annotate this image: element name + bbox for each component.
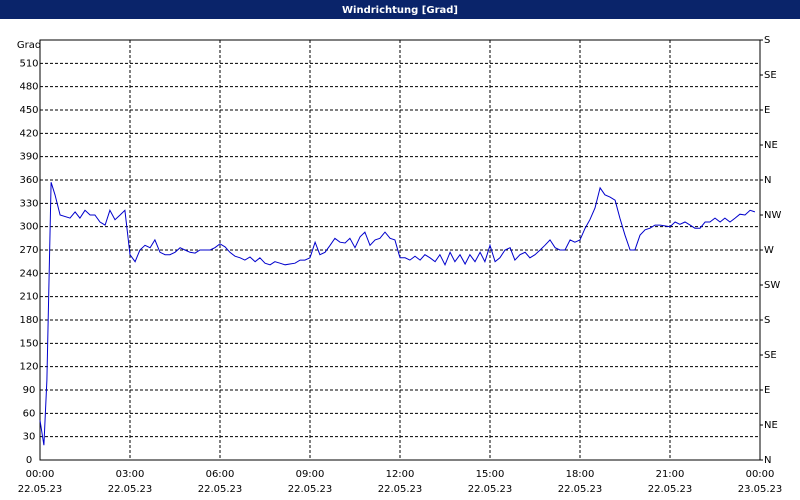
y2-tick-label: S: [764, 315, 770, 326]
y2-tick-label: NE: [764, 140, 778, 151]
y-axis-label: Grad: [17, 40, 41, 51]
y-tick-label: 210: [19, 292, 38, 303]
y-tick-label: 450: [19, 105, 38, 116]
y2-tick-label: NE: [764, 420, 778, 431]
y-tick-label: 150: [19, 338, 38, 349]
plot-frame: [39, 39, 761, 461]
y-tick-label: 0: [26, 455, 32, 466]
x-tick-date: 22.05.23: [108, 484, 153, 495]
y-tick-label: 360: [19, 175, 38, 186]
y-tick-label: 480: [19, 82, 38, 93]
y-tick-label: 90: [23, 385, 36, 396]
x-tick-date: 22.05.23: [648, 484, 693, 495]
x-tick-label: 15:00: [476, 469, 505, 480]
y2-tick-label: NW: [764, 210, 781, 221]
y2-tick-label: W: [764, 245, 774, 256]
y2-tick-label: E: [764, 385, 770, 396]
y-tick-label: 330: [19, 198, 38, 209]
y2-tick-label: S: [764, 35, 770, 46]
y2-tick-label: SE: [764, 350, 777, 361]
x-tick-date: 22.05.23: [18, 484, 63, 495]
x-tick-label: 12:00: [386, 469, 415, 480]
y2-tick-label: SW: [764, 280, 780, 291]
x-tick-label: 06:00: [206, 469, 235, 480]
y-tick-label: 180: [19, 315, 38, 326]
y2-tick-label: N: [764, 175, 771, 186]
y-tick-label: 120: [19, 362, 38, 373]
y-tick-label: 390: [19, 152, 38, 163]
y-tick-label: 420: [19, 128, 38, 139]
y2-tick-label: SE: [764, 70, 777, 81]
title-bar: [0, 0, 800, 19]
y2-tick-label: N: [764, 455, 771, 466]
x-tick-date: 22.05.23: [288, 484, 333, 495]
x-tick-label: 00:00: [746, 469, 775, 480]
y-tick-label: 60: [23, 408, 36, 419]
x-tick-date: 22.05.23: [558, 484, 603, 495]
y-tick-label: 30: [23, 432, 36, 443]
x-tick-date: 22.05.23: [468, 484, 513, 495]
data-line: [39, 182, 756, 446]
x-tick-label: 03:00: [116, 469, 145, 480]
y2-tick-label: E: [764, 105, 770, 116]
y-tick-label: 510: [19, 58, 38, 69]
y-tick-label: 300: [19, 222, 38, 233]
x-tick-date: 22.05.23: [378, 484, 423, 495]
x-tick-label: 09:00: [296, 469, 325, 480]
y-tick-label: 270: [19, 245, 38, 256]
x-tick-label: 00:00: [26, 469, 55, 480]
x-tick-date: 23.05.23: [738, 484, 783, 495]
y-tick-label: 240: [19, 268, 38, 279]
x-tick-label: 18:00: [566, 469, 595, 480]
chart-title: Windrichtung [Grad]: [342, 5, 458, 16]
x-tick-label: 21:00: [656, 469, 685, 480]
x-tick-date: 22.05.23: [198, 484, 243, 495]
